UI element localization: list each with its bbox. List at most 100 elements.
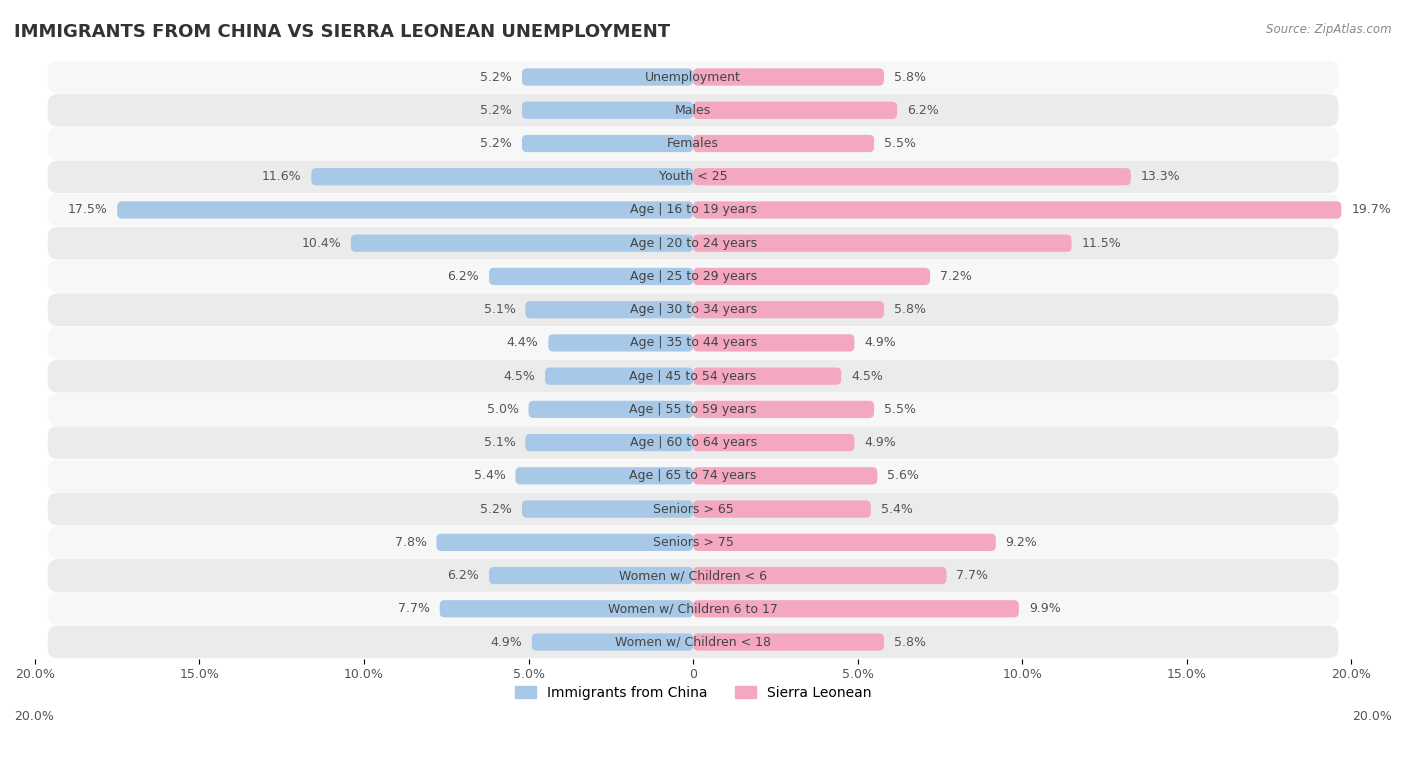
FancyBboxPatch shape: [48, 160, 1339, 193]
Text: 5.2%: 5.2%: [481, 503, 512, 516]
FancyBboxPatch shape: [48, 194, 1339, 226]
FancyBboxPatch shape: [48, 493, 1339, 525]
FancyBboxPatch shape: [440, 600, 693, 618]
FancyBboxPatch shape: [117, 201, 693, 219]
FancyBboxPatch shape: [522, 68, 693, 86]
Text: 5.8%: 5.8%: [894, 303, 925, 316]
FancyBboxPatch shape: [48, 294, 1339, 326]
FancyBboxPatch shape: [311, 168, 693, 185]
FancyBboxPatch shape: [529, 400, 693, 418]
Text: 5.4%: 5.4%: [474, 469, 506, 482]
FancyBboxPatch shape: [693, 201, 1341, 219]
Text: 11.5%: 11.5%: [1081, 237, 1121, 250]
FancyBboxPatch shape: [526, 434, 693, 451]
FancyBboxPatch shape: [522, 135, 693, 152]
FancyBboxPatch shape: [693, 367, 841, 385]
Text: Seniors > 75: Seniors > 75: [652, 536, 734, 549]
Text: 5.6%: 5.6%: [887, 469, 920, 482]
Text: 7.2%: 7.2%: [939, 270, 972, 283]
FancyBboxPatch shape: [48, 426, 1339, 459]
Text: 6.2%: 6.2%: [447, 270, 479, 283]
Text: 5.5%: 5.5%: [884, 137, 915, 150]
Text: 7.7%: 7.7%: [398, 603, 430, 615]
Text: Age | 30 to 34 years: Age | 30 to 34 years: [630, 303, 756, 316]
Text: Age | 16 to 19 years: Age | 16 to 19 years: [630, 204, 756, 217]
FancyBboxPatch shape: [48, 61, 1339, 93]
Text: 4.9%: 4.9%: [491, 636, 522, 649]
Text: Unemployment: Unemployment: [645, 70, 741, 83]
Text: Women w/ Children < 18: Women w/ Children < 18: [614, 636, 770, 649]
Text: 6.2%: 6.2%: [907, 104, 939, 117]
Text: 5.5%: 5.5%: [884, 403, 915, 416]
Text: 6.2%: 6.2%: [447, 569, 479, 582]
FancyBboxPatch shape: [48, 326, 1339, 359]
Text: Women w/ Children 6 to 17: Women w/ Children 6 to 17: [609, 603, 778, 615]
FancyBboxPatch shape: [531, 634, 693, 651]
Legend: Immigrants from China, Sierra Leonean: Immigrants from China, Sierra Leonean: [509, 681, 877, 706]
FancyBboxPatch shape: [693, 400, 875, 418]
Text: 4.5%: 4.5%: [503, 369, 536, 382]
FancyBboxPatch shape: [352, 235, 693, 252]
Text: 4.9%: 4.9%: [865, 436, 896, 449]
Text: 4.9%: 4.9%: [865, 336, 896, 350]
FancyBboxPatch shape: [48, 393, 1339, 425]
Text: 5.8%: 5.8%: [894, 636, 925, 649]
FancyBboxPatch shape: [693, 567, 946, 584]
Text: Source: ZipAtlas.com: Source: ZipAtlas.com: [1267, 23, 1392, 36]
Text: IMMIGRANTS FROM CHINA VS SIERRA LEONEAN UNEMPLOYMENT: IMMIGRANTS FROM CHINA VS SIERRA LEONEAN …: [14, 23, 671, 41]
Text: 5.1%: 5.1%: [484, 303, 516, 316]
Text: 9.9%: 9.9%: [1029, 603, 1060, 615]
Text: 5.0%: 5.0%: [486, 403, 519, 416]
Text: 13.3%: 13.3%: [1140, 170, 1180, 183]
Text: Females: Females: [668, 137, 718, 150]
FancyBboxPatch shape: [693, 268, 929, 285]
Text: Age | 45 to 54 years: Age | 45 to 54 years: [630, 369, 756, 382]
FancyBboxPatch shape: [693, 500, 870, 518]
Text: 5.1%: 5.1%: [484, 436, 516, 449]
Text: Age | 60 to 64 years: Age | 60 to 64 years: [630, 436, 756, 449]
FancyBboxPatch shape: [522, 101, 693, 119]
FancyBboxPatch shape: [693, 235, 1071, 252]
Text: 5.2%: 5.2%: [481, 104, 512, 117]
FancyBboxPatch shape: [693, 600, 1019, 618]
FancyBboxPatch shape: [693, 68, 884, 86]
Text: Males: Males: [675, 104, 711, 117]
FancyBboxPatch shape: [48, 459, 1339, 492]
FancyBboxPatch shape: [436, 534, 693, 551]
Text: 17.5%: 17.5%: [67, 204, 107, 217]
Text: 20.0%: 20.0%: [14, 710, 53, 723]
FancyBboxPatch shape: [693, 335, 855, 351]
FancyBboxPatch shape: [693, 434, 855, 451]
FancyBboxPatch shape: [48, 227, 1339, 260]
FancyBboxPatch shape: [693, 101, 897, 119]
Text: 9.2%: 9.2%: [1005, 536, 1038, 549]
FancyBboxPatch shape: [522, 500, 693, 518]
Text: Age | 65 to 74 years: Age | 65 to 74 years: [630, 469, 756, 482]
FancyBboxPatch shape: [48, 559, 1339, 592]
Text: 5.2%: 5.2%: [481, 137, 512, 150]
FancyBboxPatch shape: [693, 467, 877, 484]
FancyBboxPatch shape: [48, 593, 1339, 625]
Text: Age | 55 to 59 years: Age | 55 to 59 years: [630, 403, 756, 416]
Text: 11.6%: 11.6%: [262, 170, 301, 183]
Text: Youth < 25: Youth < 25: [659, 170, 727, 183]
FancyBboxPatch shape: [48, 94, 1339, 126]
FancyBboxPatch shape: [48, 626, 1339, 659]
Text: Age | 35 to 44 years: Age | 35 to 44 years: [630, 336, 756, 350]
FancyBboxPatch shape: [48, 526, 1339, 559]
FancyBboxPatch shape: [489, 567, 693, 584]
Text: 5.2%: 5.2%: [481, 70, 512, 83]
Text: 4.4%: 4.4%: [506, 336, 538, 350]
Text: 5.8%: 5.8%: [894, 70, 925, 83]
Text: 7.8%: 7.8%: [395, 536, 426, 549]
Text: 7.7%: 7.7%: [956, 569, 988, 582]
FancyBboxPatch shape: [693, 168, 1130, 185]
FancyBboxPatch shape: [48, 260, 1339, 293]
FancyBboxPatch shape: [693, 534, 995, 551]
FancyBboxPatch shape: [548, 335, 693, 351]
Text: 5.4%: 5.4%: [880, 503, 912, 516]
FancyBboxPatch shape: [48, 127, 1339, 160]
Text: Age | 25 to 29 years: Age | 25 to 29 years: [630, 270, 756, 283]
Text: Age | 20 to 24 years: Age | 20 to 24 years: [630, 237, 756, 250]
FancyBboxPatch shape: [48, 360, 1339, 392]
